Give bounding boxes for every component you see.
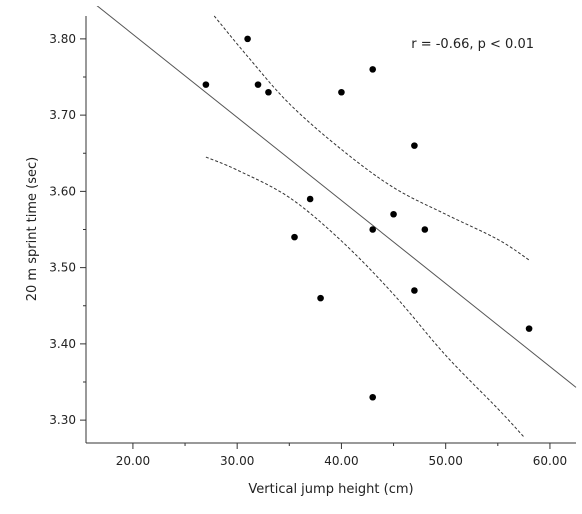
data-point	[369, 393, 377, 401]
data-point	[254, 81, 262, 88]
x-axis-title: Vertical jump height (cm)	[248, 482, 413, 497]
data-point	[265, 88, 272, 96]
data-point	[291, 233, 298, 241]
y-tick-label: 3.70	[49, 108, 76, 122]
x-tick-label: 20.00	[116, 454, 150, 468]
y-tick-label: 3.80	[49, 32, 76, 46]
data-point	[202, 81, 210, 88]
data-point	[317, 294, 324, 302]
data-point	[411, 142, 418, 149]
data-point	[338, 88, 345, 96]
y-tick-label: 3.30	[49, 413, 76, 427]
x-tick-label: 40.00	[324, 454, 358, 468]
confidence-band-lower	[205, 156, 525, 438]
data-point	[411, 287, 418, 294]
x-tick-label: 30.00	[220, 454, 254, 468]
y-tick-label: 3.40	[49, 337, 76, 351]
y-axis-title: 20 m sprint time (sec)	[25, 157, 40, 302]
correlation-annotation: r = -0.66, p < 0.01	[411, 37, 534, 52]
y-tick-label: 3.60	[49, 184, 76, 198]
data-point	[369, 66, 377, 73]
y-tick-label: 3.50	[49, 261, 76, 275]
axis-ticks: 20.00 30.00 40.00 50.00 60.00 3.30 3.40 3.50 3.6…	[49, 32, 567, 468]
data-point	[369, 226, 377, 233]
data-point	[421, 226, 429, 233]
data-point	[244, 35, 251, 43]
data-point	[390, 210, 397, 218]
regression-line	[96, 6, 577, 388]
x-tick-label: 60.00	[533, 454, 567, 468]
data-point	[525, 325, 533, 332]
series	[96, 6, 577, 438]
confidence-band-upper	[213, 15, 530, 261]
data-point	[306, 195, 314, 203]
x-tick-label: 50.00	[429, 454, 463, 468]
